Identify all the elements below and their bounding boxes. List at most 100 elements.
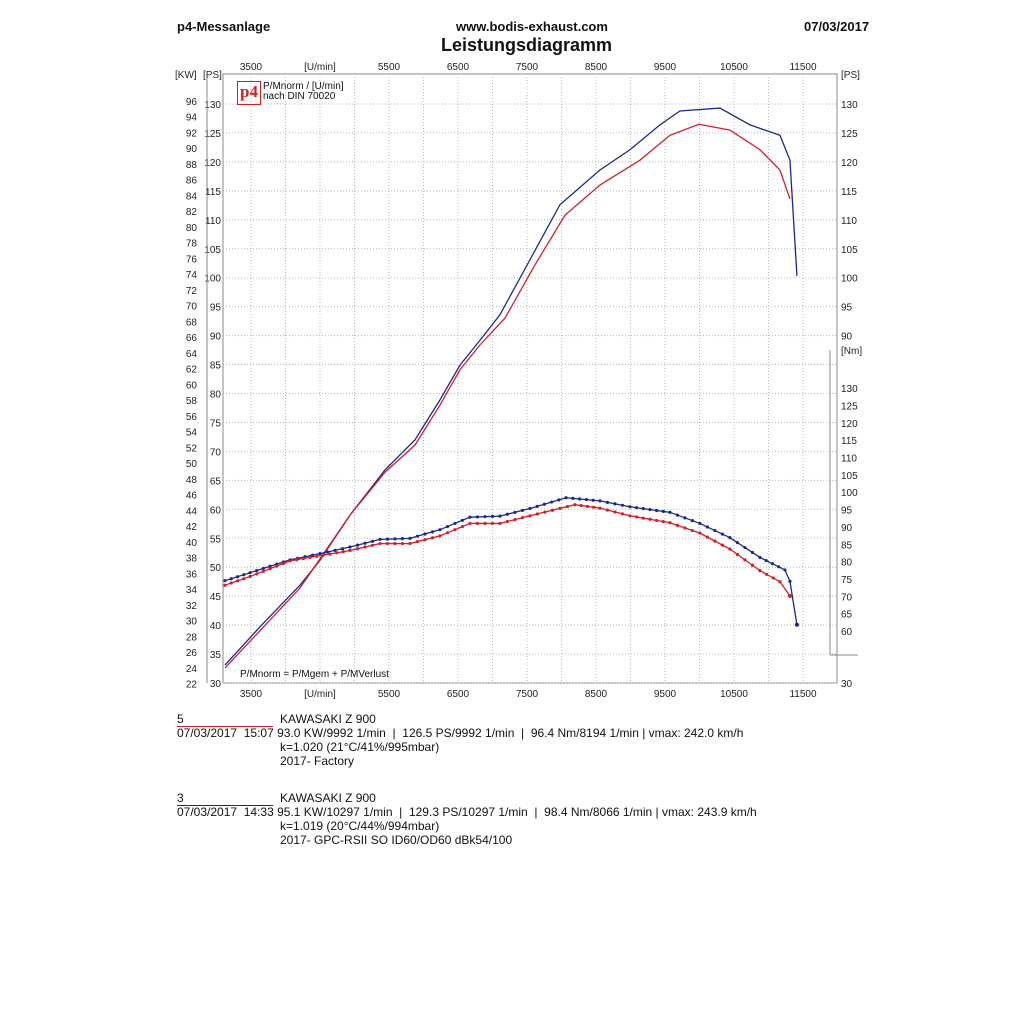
ps-tick-label: 60: [210, 505, 222, 516]
x-tick-label-top: 5500: [378, 62, 401, 73]
ps-tick-label: 50: [210, 563, 222, 574]
series-marker: [415, 540, 420, 544]
series-marker: [505, 519, 510, 524]
right-ps-tick-label: 95: [841, 303, 853, 314]
series-marker: [475, 515, 480, 519]
series-marker: [341, 550, 345, 554]
series-marker: [528, 514, 532, 518]
run-number: 3: [177, 791, 273, 806]
series-marker: [648, 517, 652, 521]
series-marker: [438, 528, 442, 532]
kw-tick-label: 36: [186, 569, 198, 580]
run-description: 2017- GPC-RSII SO ID60/OD60 dBk54/100: [280, 833, 513, 847]
ps-tick-label: 35: [210, 650, 222, 661]
ps-tick-label: 110: [205, 216, 221, 227]
series-marker: [223, 583, 227, 587]
kw-tick-label: 76: [186, 254, 198, 265]
kw-axis-unit: [KW]: [175, 70, 197, 81]
series-marker: [438, 534, 442, 538]
ps-tick-label: 85: [210, 361, 222, 372]
series-marker: [535, 512, 540, 516]
x-tick-label-top: 11500: [789, 62, 817, 73]
series-marker: [713, 539, 717, 543]
series-marker: [690, 528, 695, 533]
series-marker: [408, 541, 412, 546]
kw-tick-label: 44: [186, 506, 198, 517]
x-tick-label-top: 9500: [654, 62, 677, 73]
series-marker: [683, 526, 687, 530]
legend-footnote: P/Mnorm = P/Mgem + P/MVerlust: [240, 669, 389, 680]
right-ps-tick-label: 130: [841, 100, 858, 111]
series-marker: [315, 554, 319, 558]
series-marker: [605, 508, 610, 512]
header-left: p4-Messanlage: [177, 19, 271, 34]
nm-tick-label: 120: [841, 419, 858, 430]
series-marker: [764, 558, 768, 563]
run-stats: 95.1 KW/10297 1/min | 129.3 PS/10297 1/m…: [277, 805, 757, 819]
legend-line2: nach DIN 70020: [263, 91, 336, 102]
series-marker: [591, 498, 595, 502]
ps-axis-unit: [PS]: [203, 70, 222, 81]
series-marker: [513, 518, 517, 522]
series-marker: [490, 521, 495, 526]
ps-tick-label: 70: [210, 447, 222, 458]
series-line: [224, 123, 791, 669]
series-marker: [430, 536, 435, 540]
x-tick-label-top: 6500: [447, 62, 470, 73]
series-marker: [453, 521, 457, 526]
header-website: www.bodis-exhaust.com: [456, 19, 608, 34]
series-marker: [778, 580, 782, 584]
series-marker: [400, 541, 405, 546]
series-marker: [661, 509, 665, 514]
series-marker: [378, 537, 382, 541]
series-marker: [301, 556, 305, 561]
ps-tick-label: 115: [205, 187, 221, 198]
series-marker: [393, 537, 397, 541]
nm-tick-label: 100: [841, 488, 858, 499]
kw-tick-label: 86: [186, 176, 198, 187]
kw-tick-label: 24: [186, 664, 198, 675]
series-marker: [295, 558, 299, 562]
x-tick-label-top: 8500: [585, 62, 608, 73]
series-marker: [378, 541, 382, 546]
nm-tick-label: 115: [841, 436, 857, 447]
series-marker: [675, 513, 680, 517]
series-marker: [498, 514, 502, 518]
series-marker: [550, 500, 554, 504]
plot-frame: [222, 73, 838, 684]
series-marker: [579, 503, 583, 508]
x-tick-label-bottom: [U/min]: [304, 689, 336, 700]
series-marker: [787, 593, 792, 598]
x-tick-label-bottom: 5500: [378, 689, 401, 700]
series-marker: [513, 510, 517, 514]
kw-tick-label: 94: [186, 113, 198, 124]
kw-tick-label: 82: [186, 207, 198, 218]
series-marker: [423, 532, 427, 536]
series-marker: [613, 502, 617, 506]
series-marker: [598, 499, 602, 503]
series-marker: [550, 508, 555, 512]
header-date: 07/03/2017: [804, 19, 870, 34]
ps-tick-label: 105: [204, 245, 221, 256]
series-marker: [735, 541, 740, 545]
x-tick-label-top: [U/min]: [304, 62, 336, 73]
series-marker: [242, 573, 246, 577]
run-block-5: 5 KAWASAKI Z 900 07/03/2017 15:07 93.0 K…: [177, 712, 743, 768]
ps-tick-label: 30: [210, 679, 222, 690]
series-marker: [318, 552, 322, 556]
ps-tick-label: 90: [210, 332, 222, 343]
nm-tick-label: 105: [841, 471, 858, 482]
ps-tick-label: 130: [204, 100, 221, 111]
series-marker: [698, 531, 702, 535]
series-marker: [415, 534, 420, 538]
series-marker: [505, 512, 510, 516]
nm-tick-label: 125: [841, 401, 858, 412]
series-marker: [242, 577, 246, 581]
x-tick-label-bottom: 10500: [720, 689, 748, 700]
series-marker: [255, 572, 259, 576]
series-marker: [468, 521, 472, 526]
kw-tick-label: 70: [186, 302, 198, 313]
chart-title: Leistungsdiagramm: [441, 35, 613, 55]
series-marker: [321, 553, 325, 557]
series-marker: [675, 523, 680, 527]
